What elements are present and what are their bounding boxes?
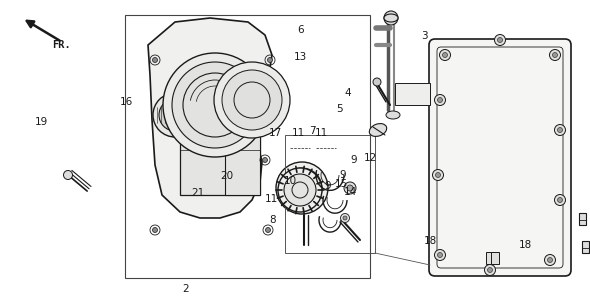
Circle shape <box>373 78 381 86</box>
Text: 17: 17 <box>269 128 282 138</box>
Text: 2: 2 <box>182 284 189 294</box>
Text: 6: 6 <box>297 25 304 35</box>
Circle shape <box>494 35 506 45</box>
Circle shape <box>152 228 158 232</box>
Circle shape <box>300 169 304 174</box>
Text: 4: 4 <box>345 88 352 98</box>
Text: 3: 3 <box>421 31 428 41</box>
Text: 18: 18 <box>519 240 532 250</box>
Circle shape <box>549 49 560 61</box>
Circle shape <box>222 70 282 130</box>
Bar <box>491 252 499 264</box>
Circle shape <box>555 125 565 135</box>
Circle shape <box>64 170 73 179</box>
Circle shape <box>282 168 322 208</box>
Circle shape <box>153 93 197 137</box>
Text: 8: 8 <box>269 215 276 225</box>
Text: 16: 16 <box>120 97 133 107</box>
Circle shape <box>558 197 562 203</box>
Ellipse shape <box>384 14 398 22</box>
Text: 13: 13 <box>294 52 307 62</box>
Text: 20: 20 <box>221 171 234 181</box>
Text: 11: 11 <box>291 128 304 138</box>
Text: 9: 9 <box>339 169 346 180</box>
Circle shape <box>284 174 316 206</box>
Text: 11: 11 <box>265 194 278 204</box>
Circle shape <box>497 38 503 42</box>
FancyBboxPatch shape <box>429 39 571 276</box>
Bar <box>225 105 260 195</box>
Circle shape <box>545 255 556 265</box>
Text: 14: 14 <box>344 187 357 197</box>
Text: 15: 15 <box>335 179 348 189</box>
Circle shape <box>278 168 322 212</box>
Text: 21: 21 <box>191 188 204 198</box>
Text: FR.: FR. <box>52 40 71 50</box>
Circle shape <box>300 202 304 207</box>
Ellipse shape <box>386 111 400 119</box>
Text: 19: 19 <box>35 117 48 127</box>
Text: 9: 9 <box>324 181 331 191</box>
Circle shape <box>434 95 445 105</box>
Circle shape <box>340 213 349 222</box>
Circle shape <box>435 172 441 178</box>
Circle shape <box>316 185 321 191</box>
Circle shape <box>344 182 356 194</box>
Circle shape <box>434 250 445 260</box>
Circle shape <box>276 162 328 214</box>
Bar <box>579 213 586 225</box>
Circle shape <box>152 57 158 63</box>
Bar <box>125 15 370 278</box>
Circle shape <box>343 216 347 220</box>
Text: 10: 10 <box>284 175 297 186</box>
Text: 9: 9 <box>350 155 358 165</box>
Circle shape <box>288 197 293 202</box>
Circle shape <box>484 265 496 275</box>
Circle shape <box>214 62 290 138</box>
Circle shape <box>159 99 191 131</box>
Circle shape <box>267 57 273 63</box>
Circle shape <box>347 185 353 191</box>
Bar <box>285 135 375 253</box>
Bar <box>582 241 589 253</box>
Circle shape <box>263 157 267 163</box>
Circle shape <box>487 268 493 272</box>
Text: 12: 12 <box>364 153 377 163</box>
Circle shape <box>442 52 447 57</box>
Circle shape <box>288 174 293 179</box>
Circle shape <box>438 98 442 103</box>
Circle shape <box>432 169 444 181</box>
Bar <box>395 83 430 105</box>
Text: 7: 7 <box>309 126 316 136</box>
Circle shape <box>172 62 258 148</box>
Circle shape <box>558 128 562 132</box>
Circle shape <box>555 194 565 206</box>
Circle shape <box>384 11 398 25</box>
Bar <box>180 95 260 195</box>
Circle shape <box>552 52 558 57</box>
Circle shape <box>283 185 288 191</box>
Circle shape <box>163 53 267 157</box>
Text: 5: 5 <box>336 104 343 114</box>
Circle shape <box>548 257 552 262</box>
Text: 11: 11 <box>315 128 328 138</box>
Bar <box>486 252 494 264</box>
Circle shape <box>438 253 442 257</box>
Ellipse shape <box>369 124 386 136</box>
Circle shape <box>311 197 316 202</box>
Polygon shape <box>148 18 272 218</box>
Text: 18: 18 <box>424 236 437 246</box>
Circle shape <box>266 228 270 232</box>
Circle shape <box>440 49 451 61</box>
Circle shape <box>311 174 316 179</box>
